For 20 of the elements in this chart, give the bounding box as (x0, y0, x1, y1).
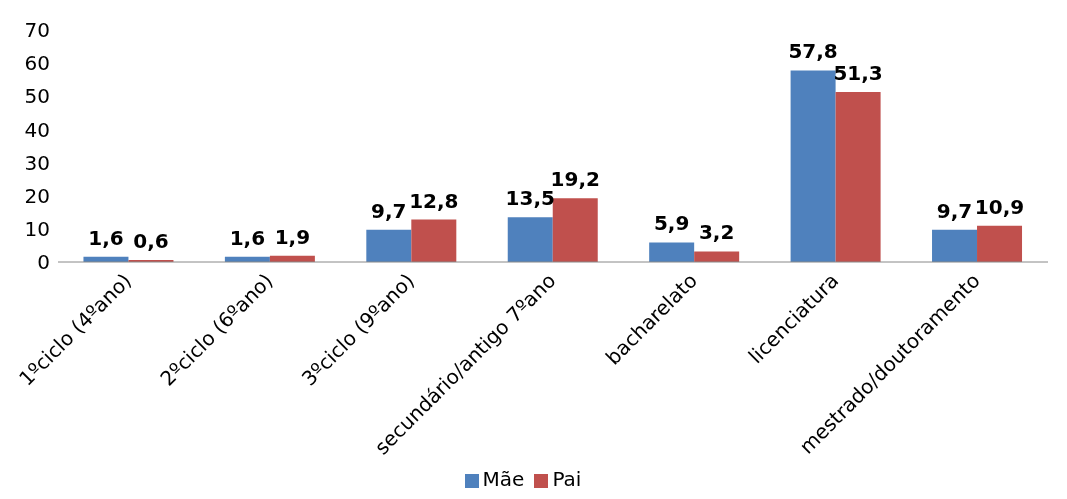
y-tick-label: 70 (24, 18, 50, 43)
data-label: 12,8 (409, 188, 459, 213)
legend-label: Pai (552, 467, 582, 491)
y-tick-label: 0 (37, 250, 50, 275)
data-label: 1,6 (229, 225, 266, 250)
data-label: 1,9 (274, 224, 311, 249)
y-tick-label: 60 (24, 51, 50, 76)
data-label: 10,9 (974, 194, 1025, 219)
y-tick-label: 20 (24, 183, 50, 208)
y-tick-label: 50 (24, 84, 50, 109)
data-label: 0,6 (133, 229, 169, 254)
y-tick-label: 30 (24, 150, 50, 175)
data-label: 9,7 (371, 198, 407, 223)
y-tick-label: 10 (24, 216, 50, 241)
data-label: 3,2 (698, 220, 735, 245)
y-tick-label: 40 (24, 117, 50, 142)
legend-label: Mãe (482, 467, 525, 491)
data-label: 5,9 (653, 211, 690, 236)
data-label: 1,6 (88, 225, 124, 250)
data-label: 9,7 (936, 198, 973, 223)
